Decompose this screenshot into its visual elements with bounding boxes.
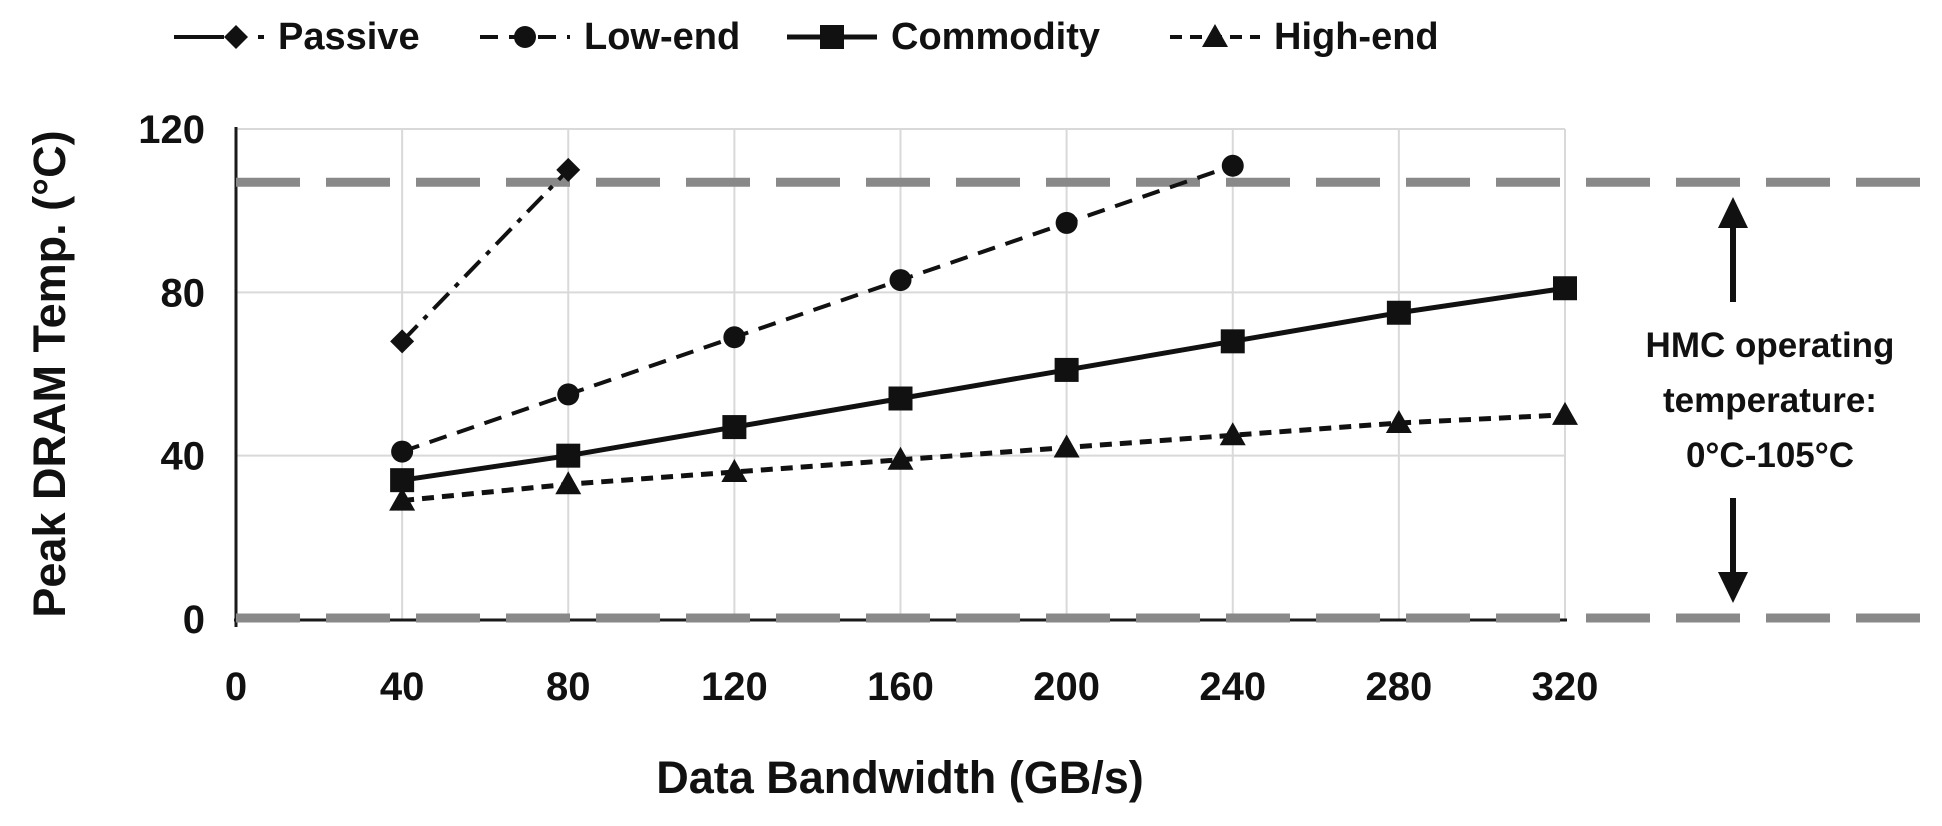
legend: Passive Low-end Commodity High-end: [0, 12, 1942, 62]
annotation-line-1: HMC operating: [1645, 326, 1895, 365]
legend-swatch-low-end: [480, 26, 570, 48]
x-tick-label: 80: [546, 665, 591, 709]
square-marker: [1553, 276, 1577, 301]
square-marker: [1054, 357, 1079, 382]
square-marker: [722, 415, 747, 440]
series-line: [401, 412, 1566, 504]
circle-marker: [514, 26, 536, 48]
triangle-marker: [1202, 24, 1228, 47]
legend-swatch-high-end: [1170, 24, 1260, 47]
down-arrow: [1718, 498, 1748, 603]
triangle-marker: [1552, 401, 1578, 425]
y-tick-label: 80: [161, 271, 206, 315]
legend-item-commodity: Commodity: [785, 12, 1100, 62]
y-tick-label: 40: [161, 435, 206, 479]
x-tick-label: 0: [225, 665, 247, 709]
x-tick-label: 280: [1366, 665, 1433, 709]
x-tick-label: 120: [701, 665, 768, 709]
up-arrow: [1718, 197, 1748, 302]
series-passive: [390, 157, 581, 354]
annotation-line-2: temperature:: [1663, 381, 1877, 420]
commodity-line-marker-icon: [787, 25, 877, 49]
y-tick-label: 120: [138, 108, 205, 152]
triangle-marker: [721, 459, 748, 482]
up-arrow-head: [1718, 197, 1748, 228]
x-axis-title: Data Bandwidth (GB/s): [656, 752, 1144, 803]
circle-marker: [889, 269, 912, 292]
series-line: [400, 168, 570, 343]
series-high-end: [389, 401, 1578, 511]
series-commodity: [390, 276, 1577, 493]
tick-labels: 0 40 80 120 0 40 80 120 160 200 240 280 320: [138, 108, 1598, 709]
circle-marker: [1055, 211, 1078, 234]
triangle-marker: [555, 471, 582, 495]
x-tick-label: 240: [1199, 665, 1266, 709]
circle-marker: [557, 383, 580, 406]
square-marker: [888, 386, 913, 411]
x-tick-label: 160: [867, 665, 934, 709]
square-marker: [1220, 329, 1245, 354]
y-axis-title: Peak DRAM Temp. (°C): [24, 130, 75, 618]
legend-label-commodity: Commodity: [891, 15, 1100, 58]
circle-marker: [1221, 154, 1244, 177]
legend-item-high-end: High-end: [1168, 12, 1439, 62]
diamond-marker: [224, 25, 248, 49]
y-tick-label: 0: [183, 598, 205, 642]
square-marker: [556, 443, 581, 468]
triangle-marker: [1053, 434, 1080, 458]
legend-swatch-commodity: [787, 25, 877, 49]
annotation-line-3: 0°C-105°C: [1685, 436, 1855, 475]
gridlines: [236, 128, 1566, 621]
legend-item-passive: Passive: [172, 12, 420, 62]
triangle-marker: [389, 487, 416, 511]
square-marker: [1386, 300, 1411, 325]
legend-item-low-end: Low-end: [478, 12, 740, 62]
circle-marker: [391, 440, 414, 463]
x-tick-label: 320: [1532, 665, 1599, 709]
x-tick-label: 40: [380, 665, 425, 709]
low-end-line-marker-icon: [480, 26, 570, 48]
square-marker: [820, 25, 844, 49]
legend-label-high-end: High-end: [1274, 15, 1439, 58]
series-line: [401, 285, 1566, 483]
circle-marker: [723, 326, 746, 349]
legend-label-low-end: Low-end: [584, 15, 741, 58]
hmc-operating-range-annotation: HMC operating temperature: 0°C-105°C: [1588, 318, 1942, 483]
triangle-marker: [887, 446, 914, 470]
legend-label-passive: Passive: [278, 15, 420, 58]
legend-swatch-passive: [174, 25, 264, 49]
high-end-line-marker-icon: [1170, 24, 1260, 47]
triangle-marker: [1219, 422, 1246, 446]
diamond-marker: [556, 157, 581, 182]
series-low-end: [391, 154, 1244, 463]
diamond-marker: [390, 329, 415, 354]
down-arrow-head: [1718, 572, 1748, 603]
passive-line-marker-icon: [174, 25, 264, 49]
series-line: [401, 163, 1234, 454]
triangle-marker: [1385, 410, 1412, 433]
x-tick-label: 200: [1033, 665, 1100, 709]
